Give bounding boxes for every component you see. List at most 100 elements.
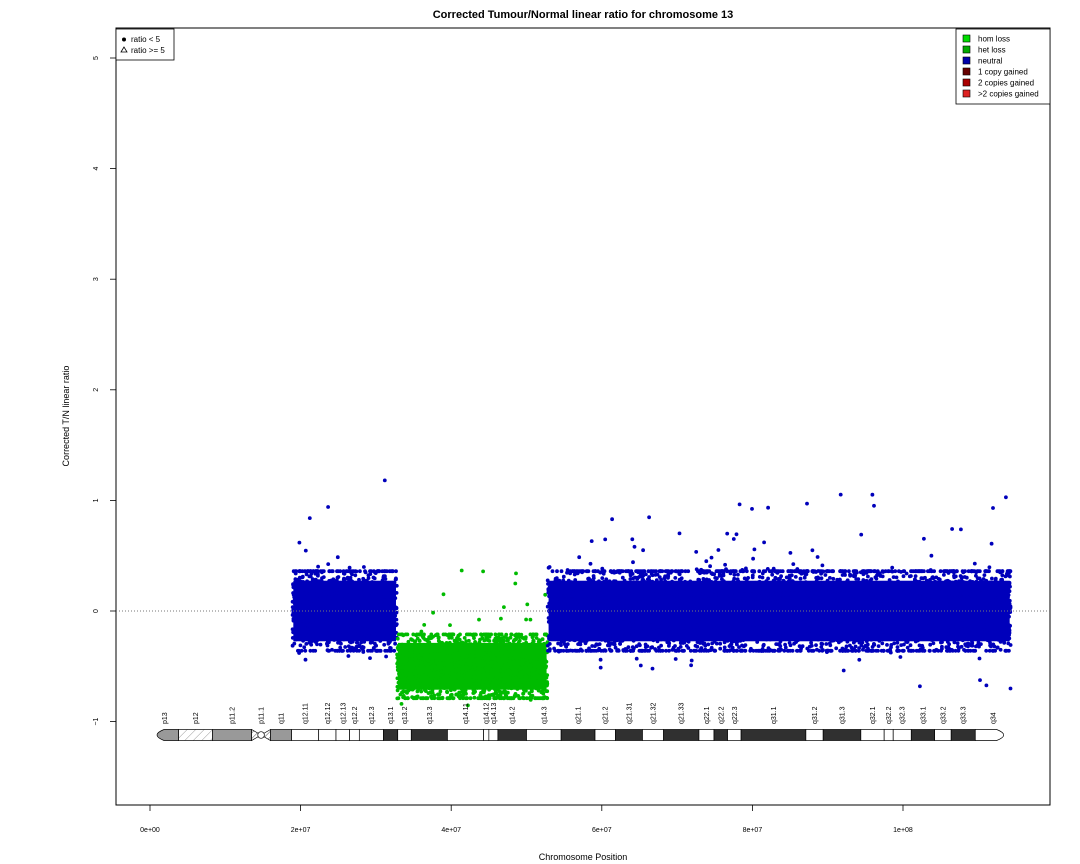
y-tick-label: 3 [93, 277, 100, 281]
data-point [355, 595, 360, 600]
data-point [899, 617, 903, 622]
data-point [355, 648, 359, 653]
data-point [933, 586, 938, 591]
data-point [416, 684, 420, 688]
data-point [877, 639, 882, 643]
data-point [429, 632, 434, 637]
data-point [346, 618, 351, 623]
data-point [325, 617, 329, 621]
data-point [373, 623, 378, 628]
data-point [328, 615, 333, 620]
data-point [450, 682, 455, 686]
data-point [845, 605, 850, 610]
data-point [1000, 578, 1004, 583]
data-point [626, 645, 631, 650]
data-point [364, 589, 369, 593]
data-point [422, 648, 426, 653]
data-point [369, 587, 374, 591]
data-point [531, 667, 536, 671]
data-point [305, 609, 310, 613]
data-point [799, 612, 804, 616]
data-point [464, 696, 469, 701]
data-point [441, 632, 446, 637]
data-point [528, 658, 533, 663]
data-point [442, 655, 447, 659]
data-point [303, 615, 307, 620]
data-point [722, 645, 727, 650]
data-point [328, 620, 332, 625]
data-point [300, 569, 305, 574]
data-point [528, 664, 533, 668]
data-point [419, 652, 424, 657]
data-point [480, 681, 485, 686]
data-point [814, 643, 818, 647]
data-point [928, 583, 933, 587]
data-point [361, 621, 366, 625]
data-point [366, 634, 371, 639]
data-point [364, 612, 369, 617]
data-point [1006, 593, 1011, 597]
data-point [341, 648, 345, 653]
data-point [561, 578, 566, 583]
data-point [357, 625, 362, 630]
data-point [394, 606, 399, 611]
data-point [481, 569, 485, 574]
data-point [393, 641, 397, 646]
data-point [313, 577, 318, 582]
data-point [757, 575, 762, 579]
data-point [461, 665, 465, 669]
data-point [346, 600, 351, 605]
data-point [820, 603, 825, 607]
data-point [399, 702, 404, 706]
data-point [778, 576, 782, 581]
data-point [747, 592, 752, 597]
data-point [456, 681, 461, 685]
data-point [382, 627, 386, 632]
data-point [616, 589, 620, 593]
data-point [327, 569, 332, 574]
data-point [388, 619, 393, 623]
data-point [384, 654, 388, 659]
data-point [455, 661, 460, 666]
data-point [449, 692, 454, 697]
data-point [783, 642, 787, 647]
data-point [388, 605, 393, 610]
data-point [466, 651, 470, 655]
data-point [348, 582, 352, 587]
data-point [445, 689, 449, 694]
data-point [419, 648, 424, 652]
data-point [477, 679, 482, 683]
data-point [406, 683, 411, 688]
data-point [436, 653, 441, 658]
data-point [492, 660, 497, 665]
data-point [498, 651, 502, 656]
data-point [379, 615, 384, 620]
data-point [348, 587, 353, 592]
data-point [542, 662, 547, 667]
data-point [626, 634, 630, 639]
data-point [434, 660, 439, 665]
data-point [519, 674, 524, 679]
data-point [579, 605, 583, 610]
data-point [366, 576, 371, 580]
data-point [330, 569, 335, 574]
data-point [300, 574, 305, 579]
data-point [329, 595, 333, 600]
data-point [318, 628, 323, 633]
data-point [1002, 641, 1007, 645]
data-point [514, 571, 518, 576]
data-point [483, 674, 488, 679]
data-point [309, 639, 314, 644]
data-point [376, 631, 381, 635]
data-point [763, 590, 768, 595]
data-point [386, 627, 391, 631]
data-point [514, 669, 519, 673]
data-point [519, 666, 523, 671]
data-point [359, 640, 363, 645]
data-point [293, 637, 298, 642]
data-point [526, 682, 531, 687]
data-point [705, 632, 710, 636]
data-point [530, 672, 534, 677]
data-point [350, 633, 355, 638]
